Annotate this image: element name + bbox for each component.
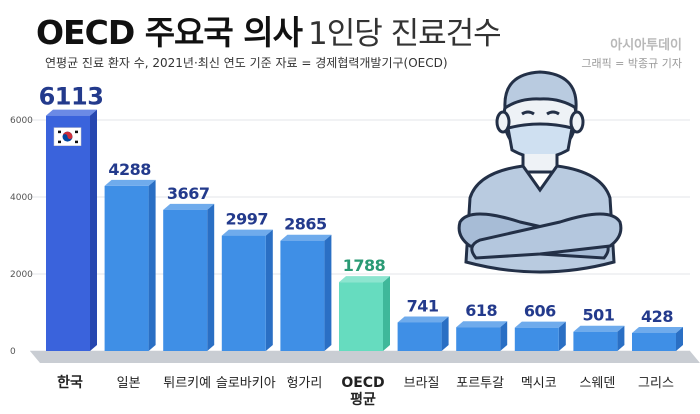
doctor-arm-right — [470, 212, 623, 260]
data-label: 4288 — [108, 160, 151, 179]
y-tick-label: 2000 — [10, 270, 33, 280]
x-tick-label: 평균 — [350, 391, 376, 408]
y-tick-label: 0 — [10, 347, 16, 357]
bar — [573, 331, 618, 351]
flag-taeguk-red — [62, 131, 73, 140]
bar-side — [617, 325, 625, 351]
bar-top — [339, 276, 390, 283]
x-tick-label: 포르투갈 — [456, 376, 504, 391]
bar-group: 501 스웨덴 — [573, 306, 625, 391]
bar-side — [90, 109, 97, 351]
x-tick-label: 브라질 — [404, 376, 440, 391]
bar-top — [632, 327, 683, 333]
y-tick-label: 6000 — [10, 116, 33, 126]
x-tick-label: 스웨덴 — [579, 376, 615, 391]
bar-group: 4288 일본 — [104, 160, 156, 391]
bar-top — [104, 179, 156, 186]
flag-trigram — [75, 130, 78, 134]
bar — [280, 240, 325, 351]
title-bold: OECD 주요국 의사 — [36, 13, 303, 52]
bar — [163, 209, 208, 351]
bar — [514, 327, 559, 351]
bar-top — [163, 203, 215, 210]
bar — [46, 115, 90, 351]
doctor-eye-left — [521, 110, 535, 116]
bar-side — [265, 229, 273, 351]
x-tick-label: 헝가리 — [286, 376, 322, 391]
bar-group: 6113 한국 — [39, 83, 104, 391]
doctor-neck — [521, 154, 559, 174]
doctor-eye-right — [546, 110, 560, 116]
doctor-illustration — [457, 70, 623, 274]
korea-flag-icon — [53, 127, 82, 146]
graphic-credit: 그래픽 = 박종규 기자 — [581, 57, 682, 70]
data-label: 741 — [407, 296, 439, 315]
data-label: 3667 — [167, 184, 210, 203]
bar-side — [500, 321, 508, 351]
bar — [221, 235, 266, 351]
bar-group: 428 그리스 — [632, 307, 683, 391]
data-label: 2865 — [284, 215, 327, 234]
data-label: 428 — [641, 307, 673, 326]
x-tick-label: OECD — [341, 375, 384, 391]
flag-trigram — [75, 140, 78, 144]
doctor-cap — [503, 70, 578, 111]
bar — [104, 185, 149, 351]
data-label: 1788 — [343, 256, 386, 275]
bar-top — [46, 109, 97, 116]
bar-top — [456, 321, 508, 328]
doctor-mask — [506, 122, 574, 160]
x-tick-label: 멕시코 — [521, 376, 557, 391]
bar-side — [558, 321, 566, 351]
bar-top — [221, 229, 273, 236]
data-label: 6113 — [39, 83, 104, 111]
bar-group: 3667 튀르키예 — [163, 184, 215, 391]
chart-floor — [30, 351, 700, 363]
x-tick-label: 한국 — [57, 375, 83, 391]
page-title: OECD 주요국 의사 1인당 진료건수 — [36, 6, 502, 54]
data-label: 606 — [524, 302, 556, 321]
bar — [632, 333, 676, 351]
bar-side — [441, 316, 449, 351]
bar — [397, 322, 442, 351]
doctor-ear-right — [569, 110, 585, 134]
y-tick-label: 4000 — [10, 193, 33, 203]
data-label: 618 — [465, 301, 497, 320]
doctor-ear-left — [495, 110, 511, 134]
x-tick-label: 일본 — [117, 376, 141, 391]
data-label: 2997 — [226, 210, 269, 229]
bar-group: 606 멕시코 — [514, 302, 566, 391]
data-label: 501 — [582, 306, 614, 325]
bars-layer: 6113 한국 4288 일본 3667 튀르키예 2997 슬로바키아 2865 헝가리 1788… — [30, 83, 700, 408]
bar-side — [324, 234, 332, 351]
bar-side — [383, 276, 390, 351]
bar — [339, 282, 383, 351]
x-tick-label: 튀르키예 — [163, 376, 211, 391]
flag-trigram — [58, 130, 61, 134]
bar-top — [397, 316, 449, 323]
flag-trigram — [58, 140, 61, 144]
x-tick-label: 그리스 — [638, 376, 674, 391]
publisher-logo: 아시아투데이 — [610, 38, 682, 53]
bar-group: 2997 슬로바키아 — [216, 210, 276, 391]
bar-group: 618 포르투갈 — [456, 301, 508, 391]
bar-side — [207, 203, 215, 351]
bar-top — [280, 234, 332, 241]
bar-side — [676, 327, 683, 351]
bar-top — [514, 321, 566, 328]
title-light: 1인당 진료건수 — [307, 16, 502, 52]
bar-top — [573, 325, 625, 332]
bar-side — [148, 179, 156, 351]
x-tick-label: 슬로바키아 — [216, 376, 276, 391]
subtitle: 연평균 진료 환자 수, 2021년·최신 연도 기준 자료 = 경제협력개발기… — [45, 56, 448, 70]
bar — [456, 327, 501, 351]
bar-group: 741 브라질 — [397, 296, 449, 391]
bar-group: 2865 헝가리 — [280, 215, 332, 391]
